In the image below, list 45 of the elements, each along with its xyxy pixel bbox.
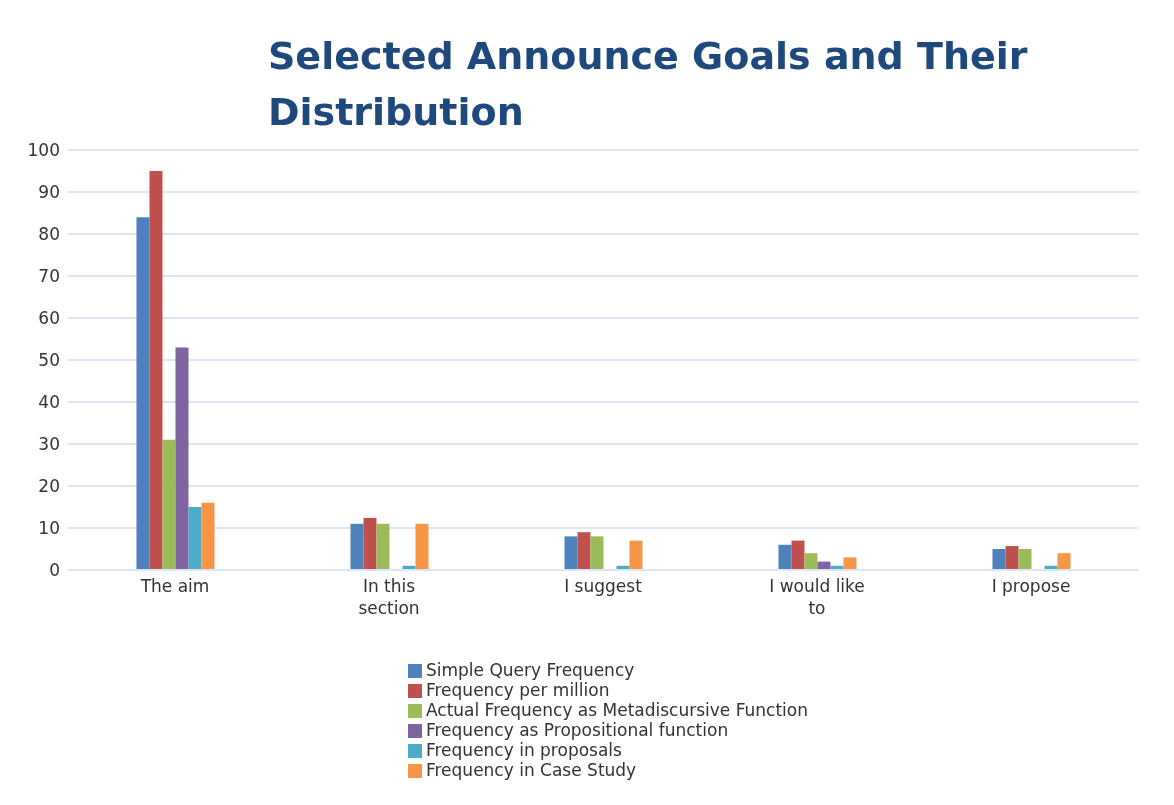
y-tick-label: 30 bbox=[38, 434, 60, 455]
x-tick-label: In this section bbox=[358, 576, 420, 618]
y-tick-label: 10 bbox=[38, 518, 60, 539]
y-tick-label: 60 bbox=[38, 308, 60, 329]
bar bbox=[149, 171, 163, 570]
bar bbox=[175, 347, 189, 570]
legend-label: Simple Query Frequency bbox=[425, 660, 635, 680]
bar bbox=[376, 523, 390, 570]
y-tick-label: 0 bbox=[49, 560, 60, 581]
legend-label: Frequency per million bbox=[425, 680, 610, 700]
bar bbox=[1057, 553, 1071, 570]
x-tick-label: I propose bbox=[991, 576, 1071, 596]
bar bbox=[363, 517, 377, 570]
bar bbox=[577, 532, 591, 570]
x-tick-label: The aim bbox=[139, 576, 210, 596]
legend-label: Frequency in proposals bbox=[425, 740, 622, 760]
bar bbox=[350, 523, 364, 570]
bar bbox=[201, 502, 215, 570]
bar bbox=[188, 507, 202, 570]
bar bbox=[843, 557, 857, 570]
bar bbox=[415, 523, 429, 570]
y-tick-label: 100 bbox=[27, 140, 60, 161]
bar bbox=[1018, 549, 1032, 570]
y-tick-label: 40 bbox=[38, 392, 60, 413]
bar bbox=[778, 544, 792, 570]
y-tick-label: 80 bbox=[38, 224, 60, 245]
bar bbox=[629, 540, 643, 570]
bar bbox=[992, 549, 1006, 570]
chart-title: Selected Announce Goals and Their Distribution bbox=[268, 33, 1028, 136]
x-tick-label: I would like to bbox=[769, 576, 865, 618]
legend-label: Actual Frequency as Metadiscursive Function bbox=[425, 700, 809, 720]
bar bbox=[162, 439, 176, 570]
bar bbox=[136, 217, 150, 570]
y-tick-label: 50 bbox=[38, 350, 60, 371]
y-tick-label: 20 bbox=[38, 476, 60, 497]
bar bbox=[804, 553, 818, 570]
bar bbox=[1005, 546, 1019, 570]
bar bbox=[791, 540, 805, 570]
legend-label: Frequency in Case Study bbox=[425, 760, 637, 780]
x-tick-label: I suggest bbox=[564, 576, 643, 596]
y-tick-label: 90 bbox=[38, 182, 60, 203]
bar bbox=[590, 536, 604, 570]
bar bbox=[564, 536, 578, 570]
legend-label: Frequency as Propositional function bbox=[425, 720, 729, 740]
y-tick-label: 70 bbox=[38, 266, 60, 287]
